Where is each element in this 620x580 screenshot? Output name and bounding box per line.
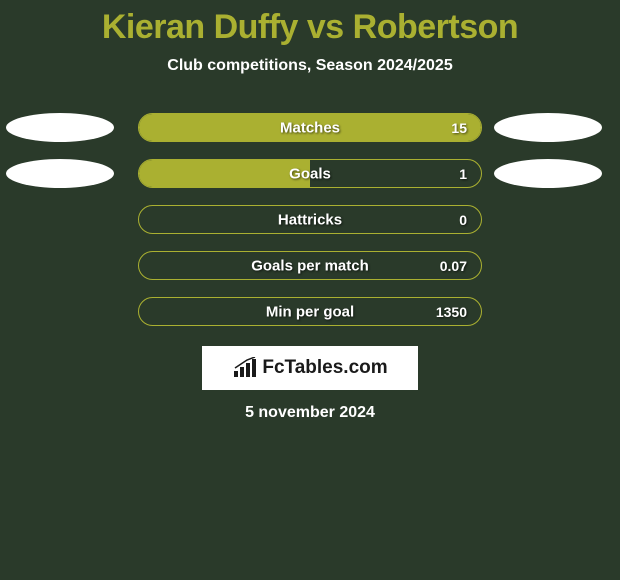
left-ellipse <box>6 159 114 188</box>
stat-bar: Min per goal 1350 <box>138 297 482 326</box>
stat-row: Min per goal 1350 <box>0 297 620 326</box>
stat-bar: Goals per match 0.07 <box>138 251 482 280</box>
stat-label: Goals per match <box>251 257 369 274</box>
comparison-infographic: Kieran Duffy vs Robertson Club competiti… <box>0 0 620 422</box>
stat-label: Goals <box>289 165 331 182</box>
logo-box: FcTables.com <box>202 346 418 390</box>
page-title: Kieran Duffy vs Robertson <box>0 8 620 47</box>
stat-row: Goals 1 <box>0 159 620 188</box>
stat-label: Matches <box>280 119 340 136</box>
right-ellipse <box>494 113 602 142</box>
stat-value: 1 <box>459 166 467 182</box>
stat-value: 1350 <box>436 304 467 320</box>
stat-label: Min per goal <box>266 303 354 320</box>
right-ellipse <box>494 159 602 188</box>
logo-text: FcTables.com <box>262 357 387 379</box>
chart-icon <box>232 357 258 379</box>
date-text: 5 november 2024 <box>0 404 620 422</box>
subtitle: Club competitions, Season 2024/2025 <box>0 57 620 75</box>
stat-label: Hattricks <box>278 211 342 228</box>
stat-value: 15 <box>451 120 467 136</box>
stats-area: Matches 15 Goals 1 Hattricks 0 Goals per match… <box>0 113 620 326</box>
left-ellipse <box>6 113 114 142</box>
stat-row: Hattricks 0 <box>0 205 620 234</box>
stat-bar: Hattricks 0 <box>138 205 482 234</box>
stat-bar-fill <box>139 160 310 187</box>
logo-inner: FcTables.com <box>232 357 387 379</box>
stat-bar: Goals 1 <box>138 159 482 188</box>
stat-bar: Matches 15 <box>138 113 482 142</box>
stat-row: Goals per match 0.07 <box>0 251 620 280</box>
stat-value: 0.07 <box>440 258 467 274</box>
stat-value: 0 <box>459 212 467 228</box>
stat-row: Matches 15 <box>0 113 620 142</box>
